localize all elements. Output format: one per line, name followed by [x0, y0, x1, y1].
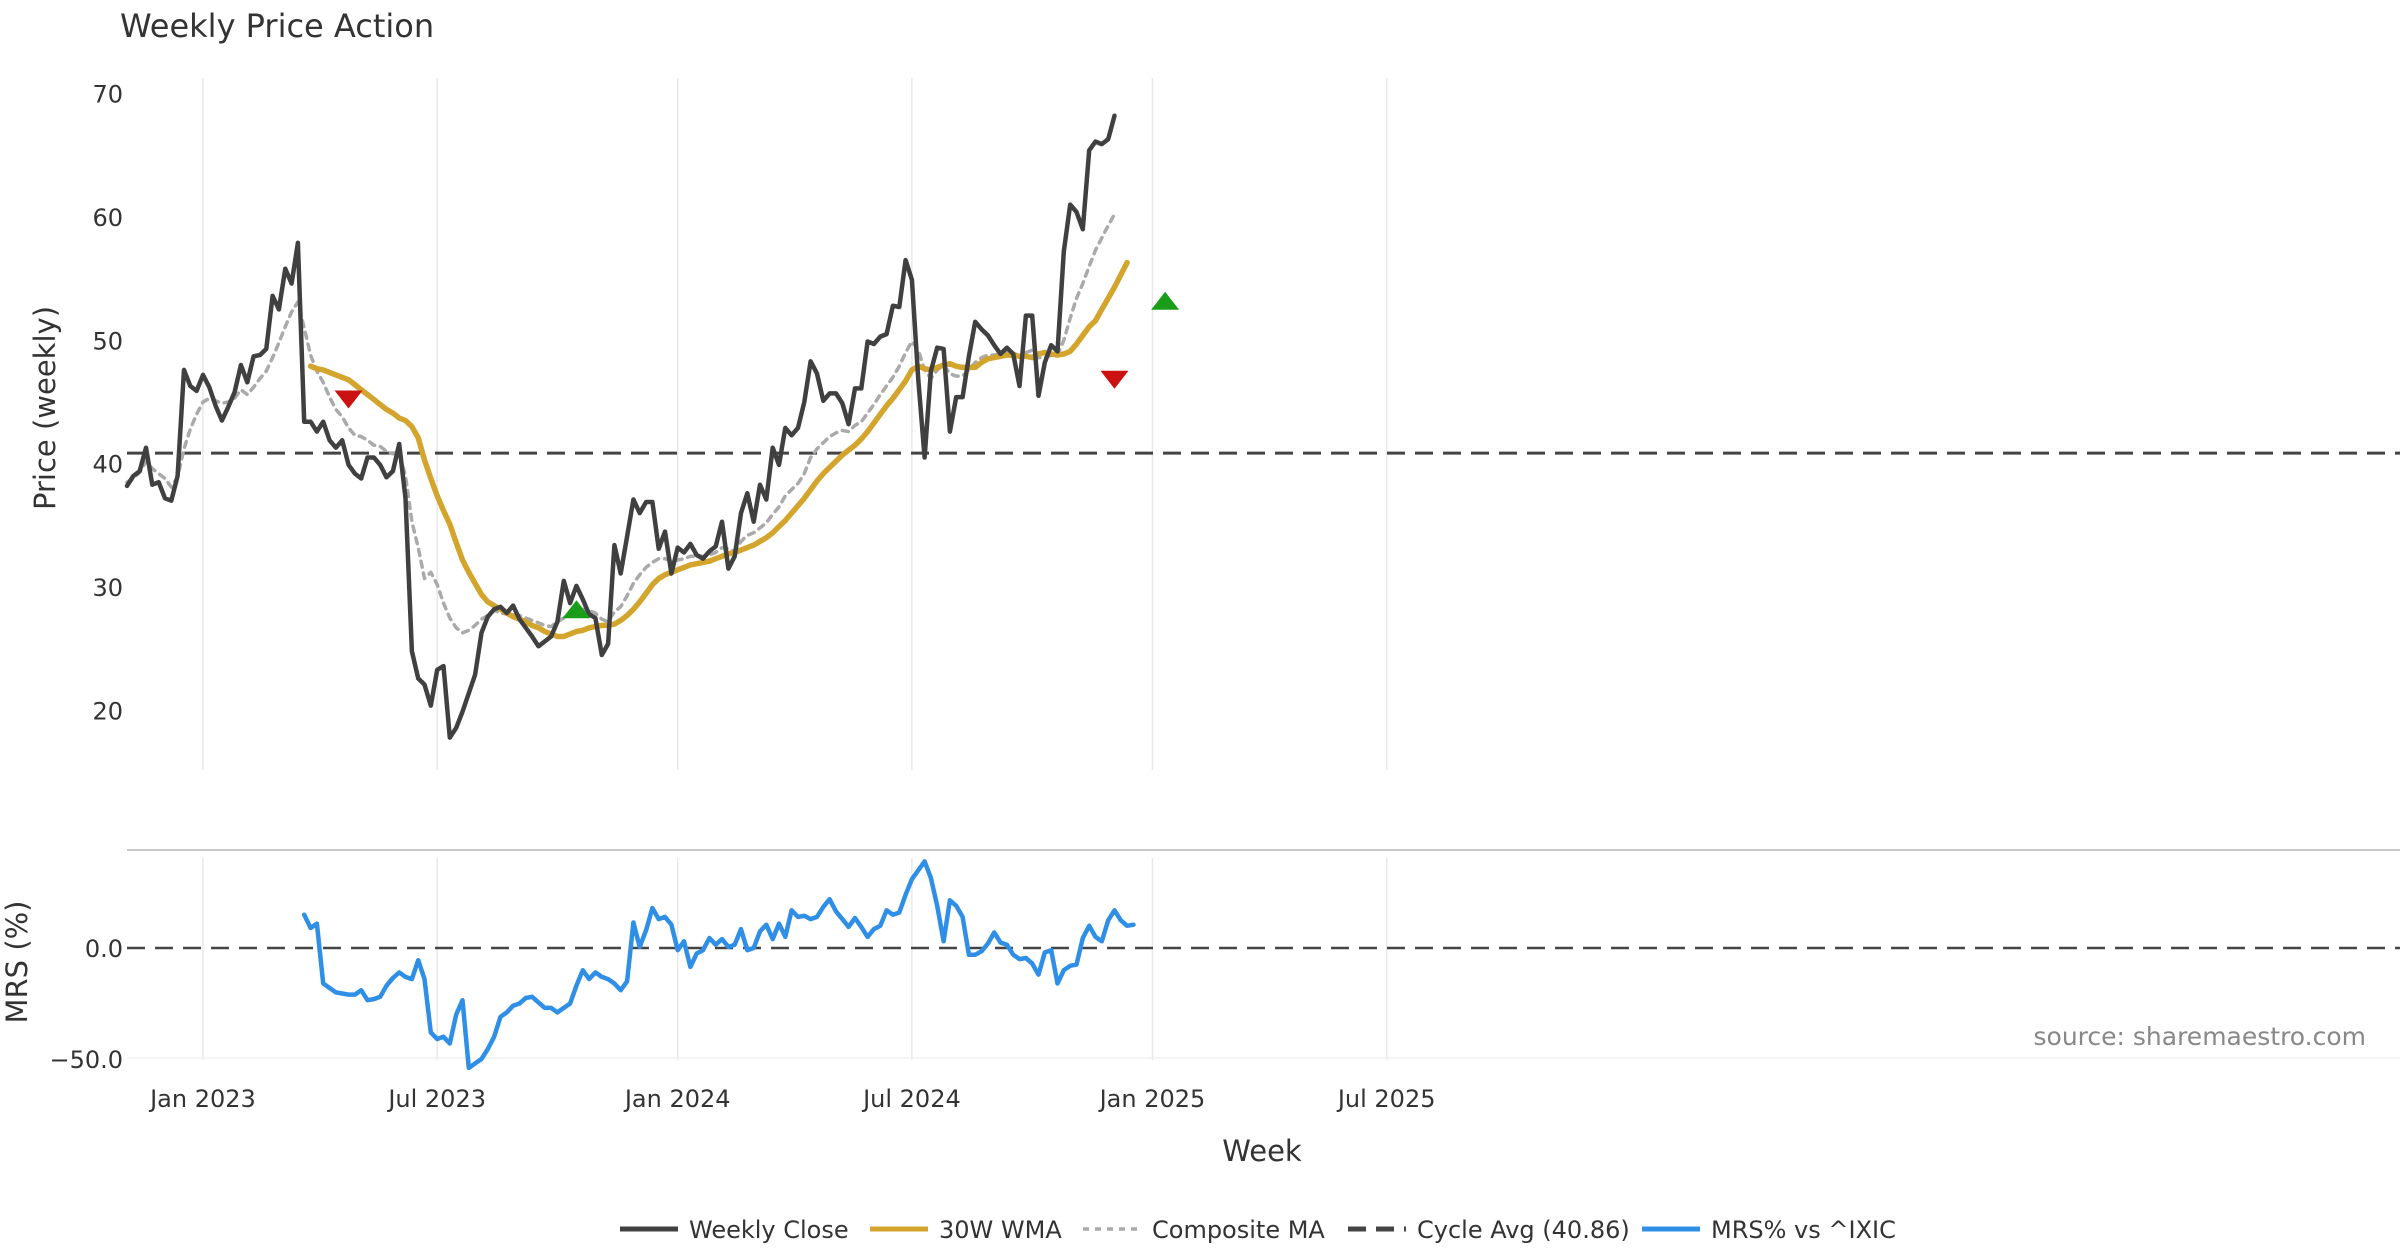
mrs-series-line: [301, 859, 1136, 1071]
mrs-y-tick-label: −50.0: [49, 1046, 123, 1074]
legend: Weekly Close 30W WMA Composite MA Cycle Avg…: [620, 1216, 1896, 1244]
x-axis: Jan 2023 Jul 2023 Jan 2024 Jul 2024 Jan 2025…: [148, 1085, 1435, 1113]
wma-series-line: [307, 259, 1130, 640]
price-axis-label: Price (weekly): [28, 306, 62, 510]
legend-label: 30W WMA: [939, 1216, 1062, 1244]
buy-signal-marker: [562, 600, 591, 619]
x-tick-label: Jan 2025: [1098, 1085, 1206, 1113]
grid-layer: [127, 78, 2400, 1060]
mrs-axis-label: MRS (%): [0, 901, 34, 1024]
x-tick-label: Jul 2024: [861, 1085, 961, 1113]
sell-signal-marker: [1100, 370, 1129, 389]
price-y-tick-label: 50: [92, 327, 123, 355]
chart-title: Weekly Price Action: [120, 7, 434, 45]
price-y-tick-label: 30: [92, 574, 123, 602]
price-panel: 20 30 40 50 60 70: [92, 81, 2400, 740]
legend-label: MRS% vs ^IXIC: [1711, 1216, 1896, 1244]
sell-signal-marker: [334, 390, 363, 409]
composite-series-line: [125, 212, 1117, 635]
mrs-y-tick-label: 0.0: [85, 935, 123, 963]
mrs-panel: 0.0 −50.0: [49, 859, 2400, 1074]
x-axis-label: Week: [1222, 1134, 1302, 1168]
buy-signal-marker: [1151, 291, 1180, 310]
price-y-tick-label: 60: [92, 204, 123, 232]
x-tick-label: Jul 2025: [1336, 1085, 1436, 1113]
price-y-tick-label: 70: [92, 81, 123, 109]
close-series-line: [124, 113, 1117, 740]
x-tick-label: Jan 2023: [148, 1085, 256, 1113]
source-note: source: sharemaestro.com: [2034, 1022, 2367, 1051]
price-y-tick-label: 20: [92, 698, 123, 726]
price-y-tick-label: 40: [92, 451, 123, 479]
x-tick-label: Jan 2024: [623, 1085, 731, 1113]
legend-label: Cycle Avg (40.86): [1417, 1216, 1630, 1244]
x-tick-label: Jul 2023: [386, 1085, 486, 1113]
legend-label: Composite MA: [1152, 1216, 1325, 1244]
legend-label: Weekly Close: [689, 1216, 849, 1244]
